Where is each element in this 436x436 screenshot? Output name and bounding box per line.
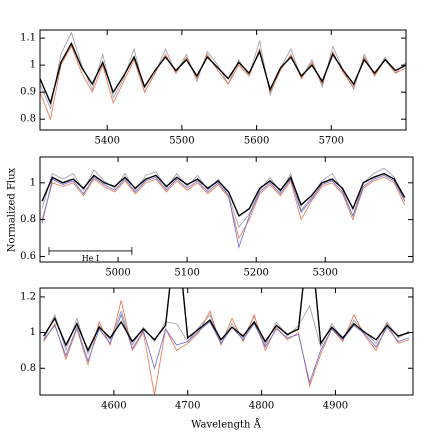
plot-area — [41, 167, 406, 249]
y-axis-label: Normalized Flux — [7, 167, 18, 252]
x-tick-label: 5500 — [169, 136, 194, 147]
y-tick-label: 0.9 — [20, 87, 36, 98]
plot-area — [40, 31, 406, 121]
x-tick-label: 5300 — [313, 268, 338, 279]
x-tick-label: 5200 — [243, 268, 268, 279]
y-tick-label: 0.6 — [20, 251, 36, 262]
x-tick-label: 5000 — [105, 268, 130, 279]
x-tick-label: 5600 — [244, 136, 269, 147]
y-tick-label: 0.8 — [20, 114, 36, 125]
y-tick-label: 0.8 — [20, 363, 36, 374]
spectrum-line — [40, 41, 406, 106]
spectrum-line — [41, 176, 406, 240]
spectrum-line — [40, 31, 406, 110]
x-tick-label: 5700 — [319, 136, 344, 147]
plot-frame — [39, 287, 414, 396]
plot-frame — [39, 29, 407, 131]
y-tick-label: 1 — [30, 327, 36, 338]
x-axis-label: Wavelength Å — [191, 419, 262, 431]
annotation-text: He I — [82, 254, 99, 263]
x-tick-label: 4600 — [101, 401, 126, 412]
plot-frame — [39, 156, 414, 263]
plot-area — [43, 288, 410, 395]
spectrum-line — [43, 300, 410, 395]
spectrum-line — [40, 45, 406, 121]
spectrum-line — [43, 288, 410, 353]
y-tick-label: 1.2 — [20, 291, 36, 302]
spectrum-line — [41, 174, 406, 249]
y-tick-label: 1 — [30, 177, 36, 188]
spectrum-line — [43, 313, 410, 384]
x-tick-label: 4700 — [175, 401, 200, 412]
x-tick-label: 5400 — [94, 136, 119, 147]
y-tick-label: 1.1 — [20, 33, 36, 44]
spectrum-line — [41, 172, 406, 217]
x-tick-label: 4800 — [249, 401, 274, 412]
y-tick-label: 1 — [30, 60, 36, 71]
x-tick-label: 5100 — [174, 268, 199, 279]
y-tick-label: 0.8 — [20, 214, 36, 225]
x-tick-label: 4900 — [323, 401, 348, 412]
